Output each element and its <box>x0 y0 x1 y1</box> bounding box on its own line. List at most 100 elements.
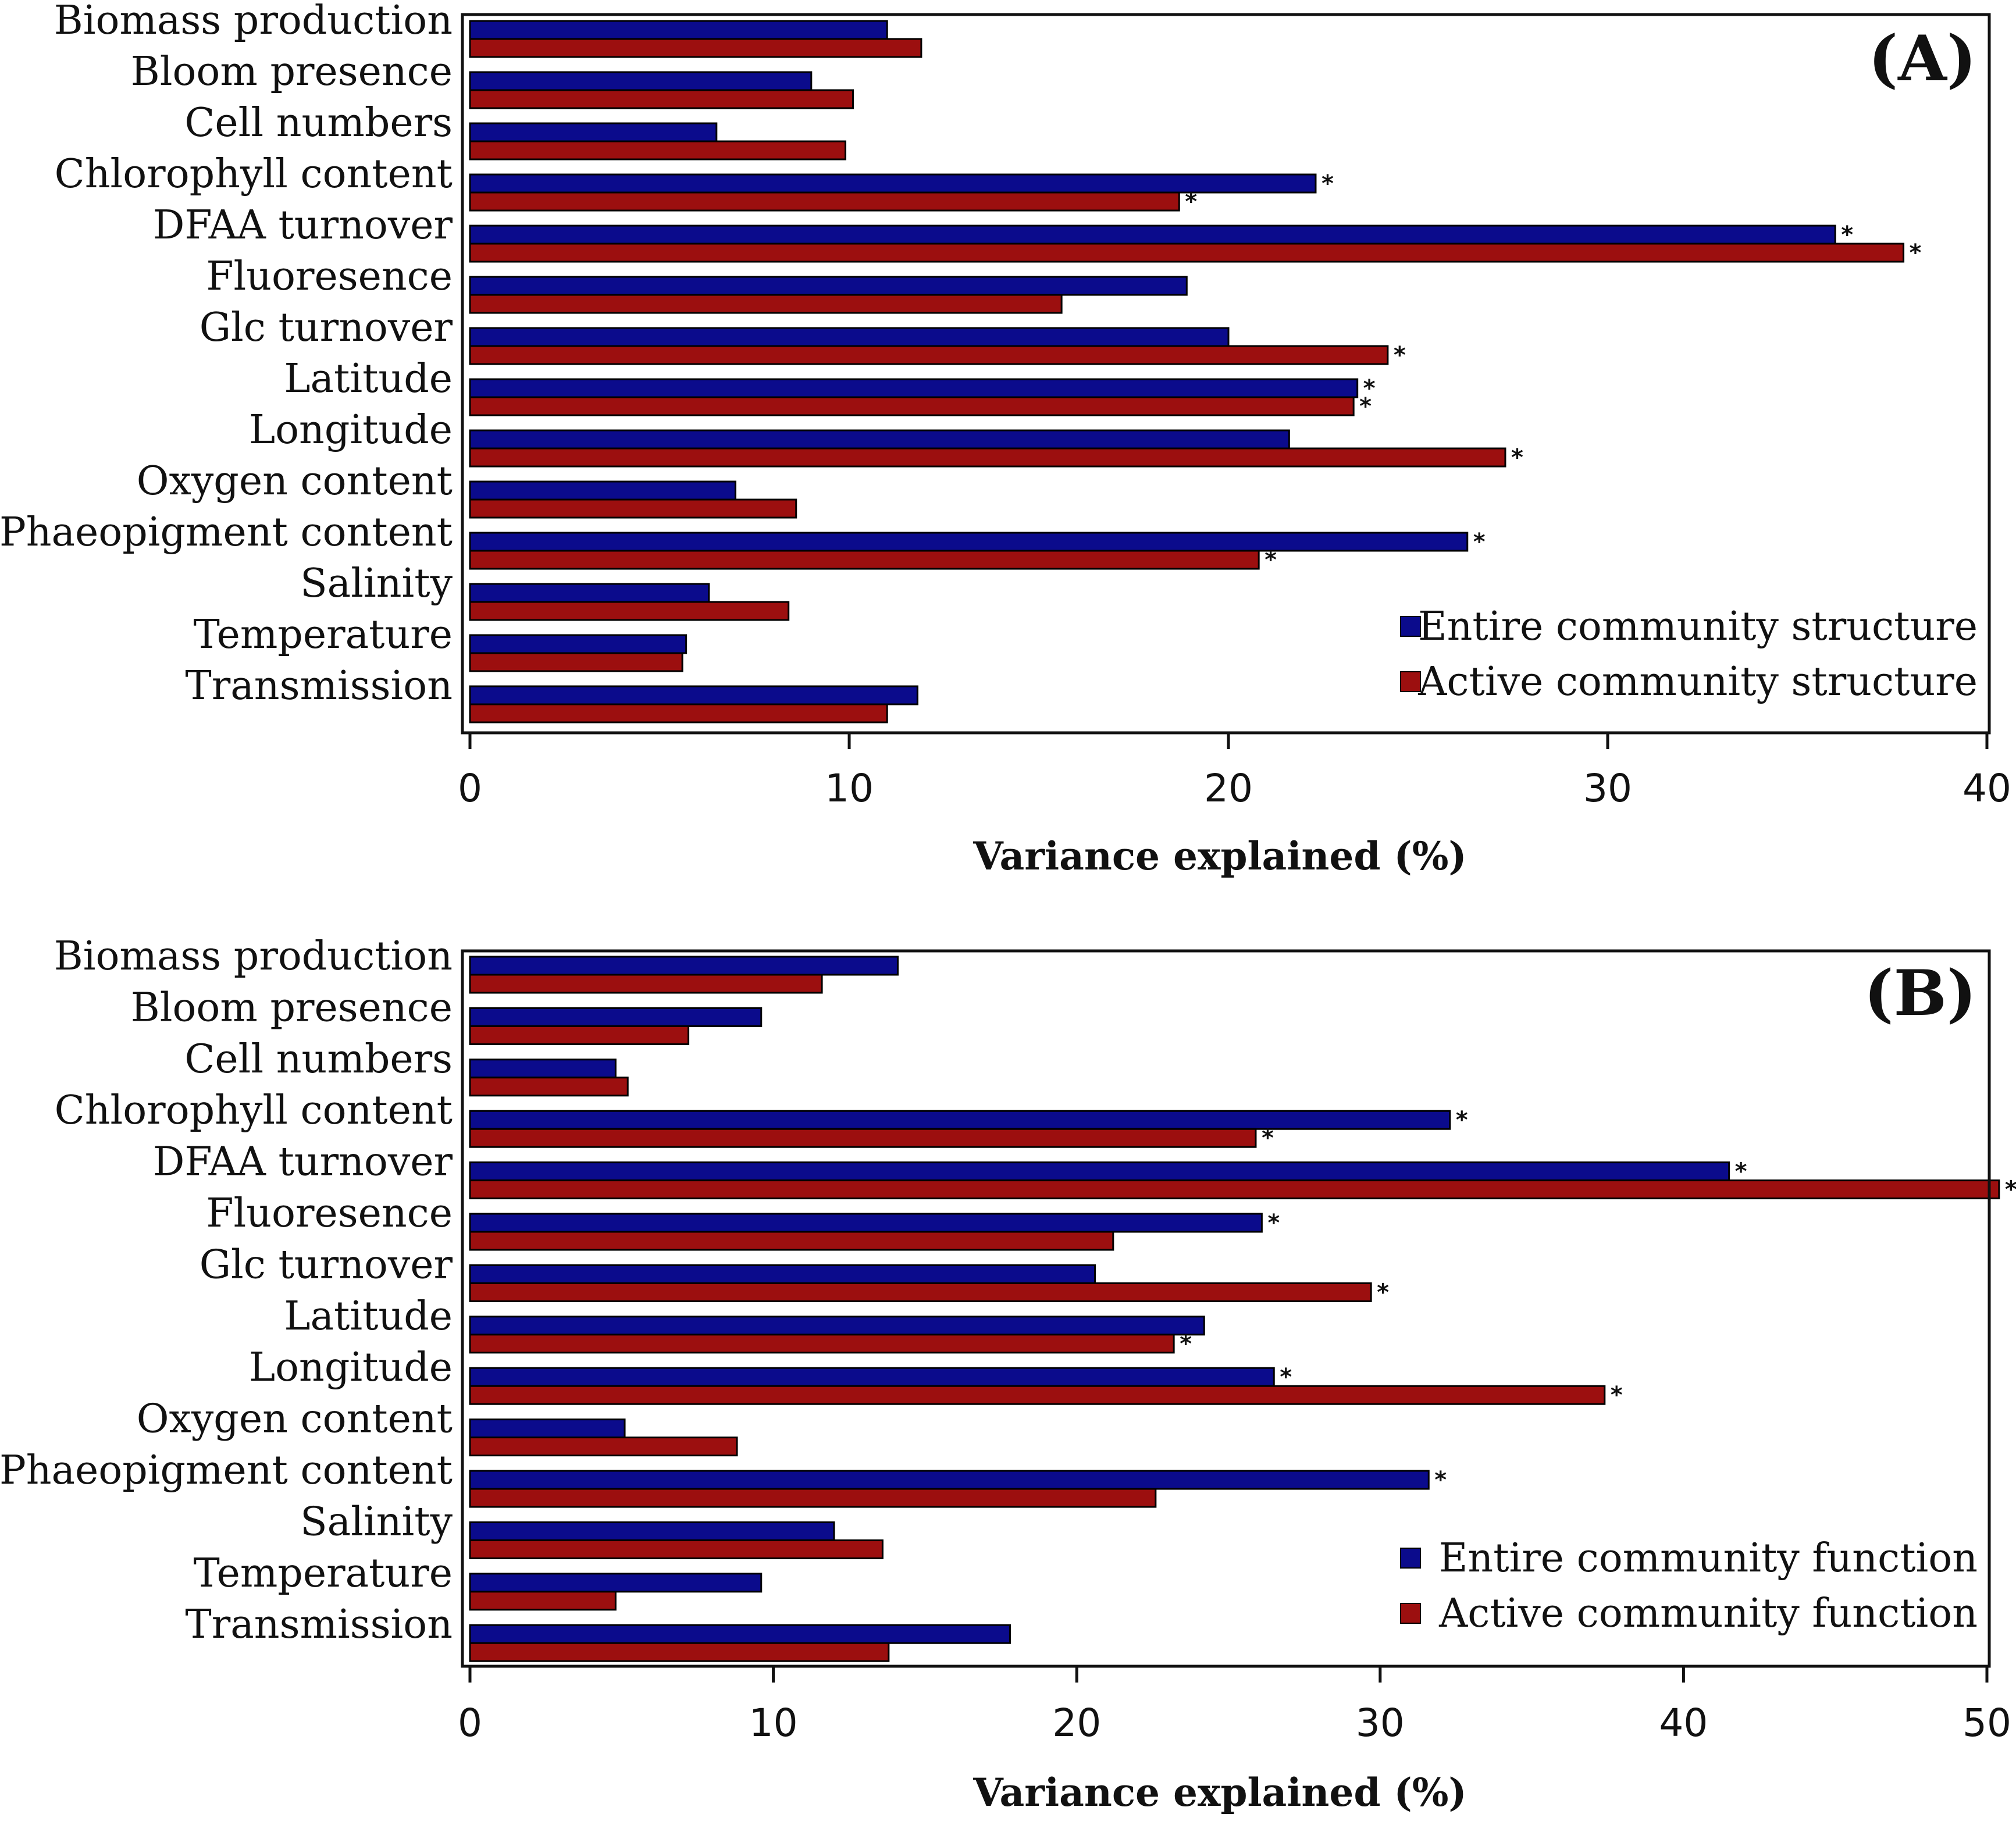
category-label: Oxygen content <box>137 1396 453 1442</box>
bar-entire <box>469 71 813 91</box>
bar-entire <box>469 173 1317 194</box>
category-label: Bloom presence <box>131 985 453 1031</box>
bar-active <box>469 243 1905 263</box>
category-label: Latitude <box>284 356 453 402</box>
bar-entire <box>469 20 888 40</box>
bar-active <box>469 1488 1157 1508</box>
significance-mark: * <box>1280 1364 1292 1391</box>
category-label: Glc turnover <box>200 305 453 351</box>
x-tick-label: 40 <box>1962 766 2011 811</box>
category-label: Temperature <box>194 1551 453 1596</box>
bar-active <box>469 652 683 672</box>
bar-active <box>469 1077 629 1097</box>
legend-swatch-entire <box>1400 1548 1421 1569</box>
bar-entire <box>469 1470 1430 1490</box>
significance-mark: * <box>1456 1107 1468 1134</box>
bar-active <box>469 1385 1606 1405</box>
category-label: Biomass production <box>54 0 453 44</box>
significance-mark: * <box>1180 1331 1192 1357</box>
bar-active <box>469 1539 884 1559</box>
panel-b: Biomass production Bloom presence Cell num… <box>0 933 2016 1815</box>
category-label: Biomass production <box>54 933 453 979</box>
significance-mark: * <box>1363 375 1376 402</box>
category-label: Latitude <box>284 1293 453 1339</box>
category-label: Phaeopigment content <box>0 509 453 555</box>
significance-mark: * <box>1511 444 1523 471</box>
significance-mark: * <box>2005 1177 2016 1203</box>
significance-mark: * <box>1359 393 1372 420</box>
category-label: Transmission <box>185 1602 453 1648</box>
significance-mark: * <box>1434 1467 1447 1494</box>
bar-entire <box>469 276 1188 296</box>
panel-label: (A) <box>1868 22 1976 95</box>
bar-active <box>469 1591 617 1611</box>
bar-active <box>469 703 888 723</box>
category-label: Phaeopigment content <box>0 1448 453 1494</box>
bar-entire <box>469 583 710 603</box>
category-label: Chlorophyll content <box>55 1088 453 1134</box>
bar-active <box>469 345 1389 365</box>
category-label: Oxygen content <box>137 458 453 504</box>
legend: Entire community function Active communit… <box>1400 1535 1978 1637</box>
x-tick-label: 20 <box>1204 766 1253 811</box>
x-tick-label: 50 <box>1962 1701 2011 1745</box>
significance-mark: * <box>1262 1125 1274 1152</box>
bar-entire <box>469 1007 763 1027</box>
bar-active <box>469 498 797 519</box>
bar-entire <box>469 956 899 976</box>
bar-entire <box>469 429 1290 450</box>
category-label: Glc turnover <box>200 1242 453 1288</box>
significance-mark: * <box>1377 1279 1389 1306</box>
significance-mark: * <box>1841 222 1853 248</box>
bar-entire <box>469 1058 617 1079</box>
bar-active <box>469 294 1063 314</box>
bar-active <box>469 191 1180 212</box>
legend-label: Active community function <box>1438 1591 1978 1637</box>
category-label: DFAA turnover <box>153 1139 453 1185</box>
category-label: Cell numbers <box>184 100 453 146</box>
significance-mark: * <box>1265 547 1277 573</box>
bar-entire <box>469 224 1836 245</box>
bar-entire <box>469 1418 626 1439</box>
bar-active <box>469 1025 690 1045</box>
x-axis-title: Variance explained (%) <box>973 1770 1466 1815</box>
bar-active <box>469 550 1260 570</box>
bar-active <box>469 447 1506 468</box>
bar-active <box>469 601 790 621</box>
category-label: Salinity <box>300 561 453 607</box>
legend-swatch-entire <box>1400 616 1421 637</box>
bar-active <box>469 974 823 994</box>
x-tick-label: 10 <box>749 1701 798 1745</box>
x-tick-label: 30 <box>1583 766 1632 811</box>
bar-entire <box>469 378 1359 398</box>
bar-entire <box>469 1110 1451 1130</box>
bar-entire <box>469 532 1469 552</box>
bar-entire <box>469 1213 1263 1233</box>
panel-label: (B) <box>1864 957 1976 1030</box>
bar-active <box>469 1128 1257 1148</box>
significance-mark: * <box>1322 170 1334 197</box>
bar-entire <box>469 1367 1275 1387</box>
category-label: Cell numbers <box>184 1036 453 1082</box>
category-label: Chlorophyll content <box>55 151 453 197</box>
x-tick-label: 30 <box>1356 1701 1405 1745</box>
category-label: Fluoresence <box>206 1191 453 1236</box>
bar-entire <box>469 1624 1011 1644</box>
bar-entire <box>469 1161 1730 1182</box>
panel-a: Biomass production Bloom presence Cell num… <box>0 0 2011 879</box>
legend-label: Active community structure <box>1417 659 1978 705</box>
bar-entire <box>469 1573 763 1593</box>
bar-active <box>469 1334 1175 1354</box>
x-tick-label: 10 <box>825 766 874 811</box>
legend-label: Entire community structure <box>1418 604 1978 650</box>
category-label: Fluoresence <box>206 254 453 300</box>
legend-swatch-active <box>1400 1603 1421 1624</box>
category-label: Transmission <box>185 663 453 709</box>
bar-entire <box>469 1264 1096 1284</box>
legend-swatch-active <box>1400 671 1421 692</box>
bar-active <box>469 140 846 161</box>
bar-entire <box>469 122 718 142</box>
bar-active <box>469 1282 1372 1302</box>
significance-mark: * <box>1910 240 1922 266</box>
